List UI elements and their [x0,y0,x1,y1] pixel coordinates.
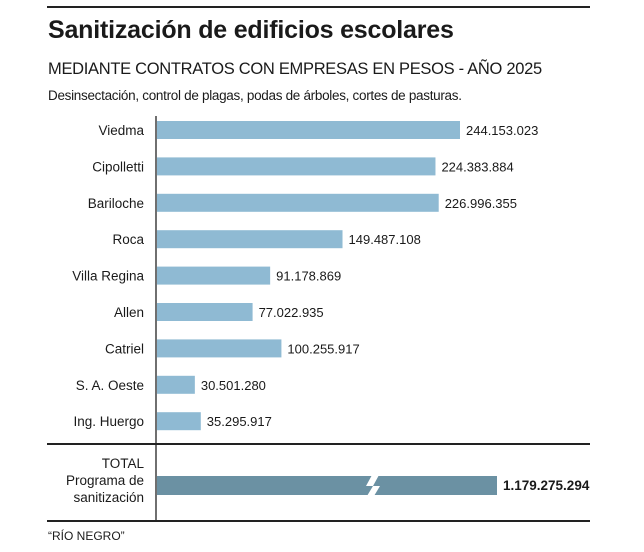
bar-8 [157,412,201,431]
top-rule [47,6,590,8]
bar-4 [157,266,271,285]
total-bar [157,476,497,495]
axis-break-icon [366,475,380,496]
value-label: 35.295.917 [207,414,272,429]
bottom-rule [47,520,590,522]
bar-2 [157,193,439,212]
chart-description: Desinsectación, control de plagas, podas… [48,88,462,103]
category-label: Roca [112,232,144,247]
value-label: 100.255.917 [287,341,359,356]
category-label: Allen [114,305,144,320]
category-label: Cipolletti [92,159,144,174]
category-label: S. A. Oeste [76,378,144,393]
source-credit: “RÍO NEGRO” [48,529,125,543]
category-label: Viedma [98,123,144,138]
total-label-line: Programa de [66,473,144,488]
category-label: Bariloche [88,196,144,211]
value-label: 30.501.280 [201,378,266,393]
total-divider [47,443,590,445]
category-label: Villa Regina [72,269,144,284]
value-label: 77.022.935 [259,305,324,320]
total-label-line: sanitización [73,490,144,505]
total-label-line: TOTAL [102,456,145,471]
total-value-label: 1.179.275.294 [503,478,590,493]
bar-1 [157,157,436,176]
value-label: 91.178.869 [276,269,341,284]
value-label: 149.487.108 [349,232,421,247]
bar-0 [157,121,460,139]
chart-subtitle: MEDIANTE CONTRATOS CON EMPRESAS EN PESOS… [48,60,542,78]
bar-5 [157,303,253,321]
bar-7 [157,375,195,394]
value-label: 244.153.023 [466,123,538,138]
value-label: 224.383.884 [441,159,513,174]
value-label: 226.996.355 [445,196,517,211]
category-label: Catriel [105,341,144,356]
bar-6 [157,339,282,358]
bar-3 [157,230,343,249]
chart-title: Sanitización de edificios escolares [48,16,454,44]
category-label: Ing. Huergo [73,414,144,429]
